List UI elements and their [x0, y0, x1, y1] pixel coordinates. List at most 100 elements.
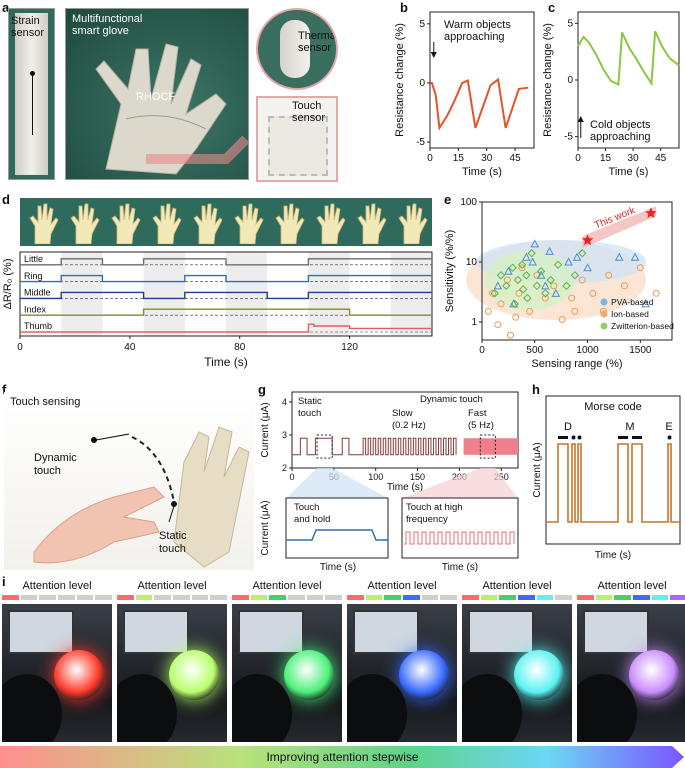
hand-gesture-icon: [275, 203, 305, 244]
person-head: [232, 674, 292, 742]
static-touch-label: Static touch: [298, 396, 322, 419]
attention-segment: [365, 595, 383, 600]
series-label: Ring: [24, 271, 43, 281]
attention-level-bar: [2, 595, 113, 600]
attention-segment: [191, 595, 209, 600]
fast-label: Fast (5 Hz): [468, 408, 494, 431]
ion-point: [512, 313, 520, 321]
ion-point: [589, 289, 597, 297]
hold-label: Touch and hold: [294, 502, 330, 525]
ion-point: [497, 300, 505, 308]
y-axis-label: Resistance change (%): [394, 23, 406, 137]
morse-dot: [577, 435, 582, 440]
pva-point: [572, 252, 582, 261]
zw-point: [513, 275, 523, 285]
x-tick-label: 30: [628, 153, 640, 164]
person-head: [2, 674, 62, 742]
zoom-wedge-fast: [402, 468, 518, 498]
hand-gesture-icon: [357, 203, 387, 244]
morse-letter: M: [625, 421, 634, 433]
pva-point: [521, 252, 531, 261]
panel-a-letter: a: [2, 0, 10, 15]
attention-segment: [325, 595, 343, 600]
hand-gesture-icon: [193, 203, 223, 244]
ion-point: [558, 315, 566, 323]
x-tick-label: 15: [600, 153, 612, 164]
zw-region: [484, 250, 575, 311]
series-label: Thumb: [24, 321, 52, 331]
attention-segment: [536, 595, 554, 600]
this-work-star: [645, 207, 657, 219]
y-tick-label: -5: [416, 137, 425, 148]
zw-point: [553, 260, 563, 269]
attention-segment: [288, 595, 305, 600]
attention-level-label: Attention level: [367, 580, 437, 592]
attention-segment: [117, 595, 134, 600]
attention-segment: [595, 595, 613, 600]
legend-label: Zwitterion-based: [611, 321, 674, 331]
x-tick-label: 100: [368, 472, 383, 482]
ion-point: [515, 289, 523, 297]
attention-level-label: Attention level: [482, 580, 552, 592]
ion-point: [541, 294, 549, 302]
touch-sensor-label: Touch sensor: [292, 100, 326, 124]
legend-label: PVA-based: [611, 297, 654, 307]
touch-sensing-photo: Touch sensing Dynamic touch Static touch: [4, 392, 254, 570]
morse-dash: [618, 436, 628, 439]
y-axis-label: Current (μA): [532, 442, 543, 497]
plot-frame: [19, 251, 433, 337]
attention-segment: [347, 595, 364, 600]
zw-point: [541, 289, 550, 298]
x-tick-label: 40: [124, 342, 136, 353]
x-axis-label: Time (s): [462, 166, 502, 178]
plot-frame: [481, 201, 673, 341]
attention-level-label: Attention level: [137, 580, 207, 592]
x-axis-label: Time (s): [387, 482, 423, 493]
hand-gesture-icon: [234, 203, 264, 244]
series-label: Middle: [24, 288, 51, 298]
attention-segment: [614, 595, 632, 600]
current-trace: [292, 437, 457, 456]
series-line: [430, 77, 529, 131]
morse-dot: [571, 435, 576, 440]
morse-dash: [632, 436, 642, 439]
y-tick-label: 2: [282, 463, 287, 473]
pva-point: [614, 252, 624, 261]
x-axis-label: Time (s): [609, 166, 649, 178]
series-line: [20, 308, 432, 316]
attention-segment: [555, 595, 573, 600]
panel-d-letter: d: [2, 192, 10, 207]
attention-level-bar: [462, 595, 573, 600]
hand-gesture-icon: [29, 203, 59, 244]
hold-trace: [286, 529, 388, 541]
attention-segment: [499, 595, 517, 600]
hand-gesture-icon: [316, 203, 346, 244]
attention-level-bar: [577, 595, 685, 600]
glowing-lamp: [54, 650, 104, 700]
zw-point: [523, 293, 532, 303]
high-frequency-label: Touch at high frequency: [406, 502, 463, 525]
monitor: [238, 610, 304, 654]
annotation: Cold objects approaching: [590, 119, 651, 143]
x-tick-label: 45: [655, 153, 667, 164]
chart-h: Morse code D M E Time (s) Current (μA): [532, 395, 681, 561]
morse-trace: [546, 443, 680, 523]
attention-level-bar: [232, 595, 343, 600]
morse-dash: [558, 436, 568, 439]
annotation-arrowhead: [577, 116, 584, 122]
attention-segment: [76, 595, 94, 600]
zoom-box-fast: [479, 434, 496, 459]
y-axis-label: ΔR/R₀ (%): [2, 258, 14, 309]
attention-segment: [135, 595, 153, 600]
attention-level-label: Attention level: [597, 580, 667, 592]
x-tick-label: 150: [410, 472, 425, 482]
glowing-lamp: [629, 650, 679, 700]
zw-point: [510, 299, 519, 309]
finger-gesture-strip: [20, 198, 432, 246]
y-axis-label: Resistance change (%): [542, 23, 554, 137]
pva-point: [528, 257, 538, 266]
attention-photo: [232, 604, 342, 742]
x-tick-label: 500: [526, 345, 543, 356]
attention-level-bar: [347, 595, 458, 600]
ion-point: [526, 307, 533, 315]
